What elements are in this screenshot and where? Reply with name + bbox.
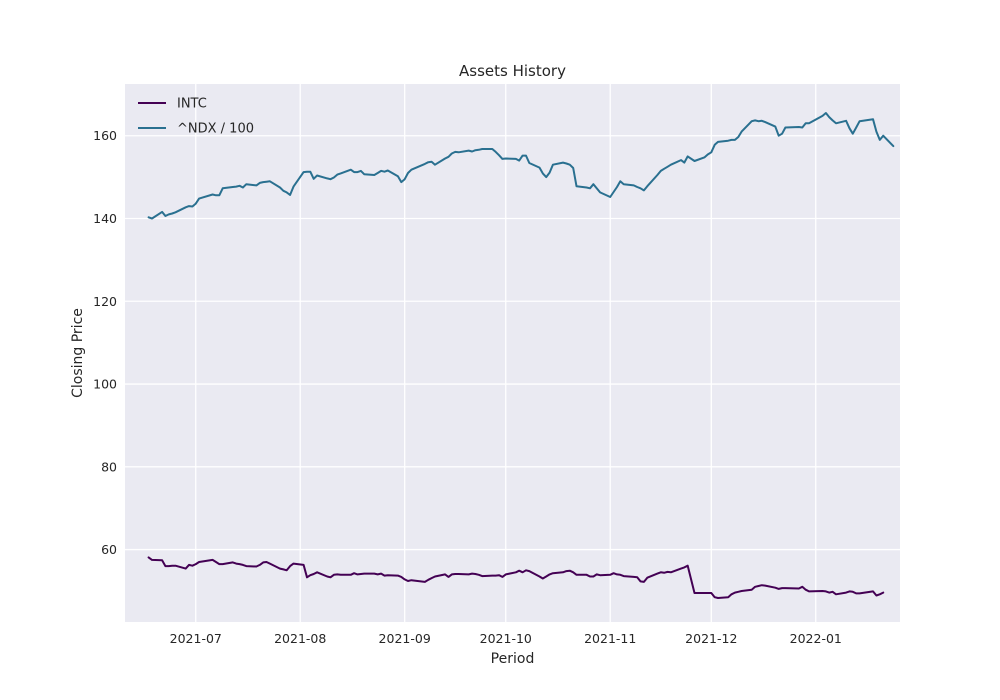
y-axis-label: Closing Price	[70, 308, 86, 398]
x-tick-label: 2021-09	[379, 631, 431, 646]
x-tick-label: 2021-11	[584, 631, 636, 646]
x-tick-label: 2021-10	[480, 631, 532, 646]
legend-entry: INTC	[177, 97, 207, 112]
y-tick-label: 160	[93, 128, 117, 143]
y-tick-label: 120	[93, 294, 117, 309]
legend-entry: ^NDX / 100	[177, 122, 254, 137]
x-axis-label: Period	[491, 651, 535, 667]
grid	[125, 84, 900, 622]
series-lines	[147, 112, 895, 599]
x-tick-label: 2021-12	[685, 631, 737, 646]
legend: INTC ^NDX / 100	[138, 97, 254, 137]
x-tick-label: 2021-07	[170, 631, 222, 646]
series-line	[147, 556, 885, 599]
y-axis-ticks: 60 80 100 120 140 160	[93, 128, 117, 557]
x-tick-label: 2021-08	[274, 631, 326, 646]
y-tick-label: 100	[93, 377, 117, 392]
x-tick-label: 2022-01	[790, 631, 842, 646]
y-tick-label: 80	[101, 459, 117, 474]
y-tick-label: 60	[101, 542, 117, 557]
series-line	[147, 112, 895, 220]
y-tick-label: 140	[93, 211, 117, 226]
x-axis-ticks: 2021-07 2021-08 2021-09 2021-10 2021-11 2021-…	[170, 631, 842, 646]
chart-title: Assets History	[459, 62, 566, 80]
plot-area	[125, 84, 900, 622]
